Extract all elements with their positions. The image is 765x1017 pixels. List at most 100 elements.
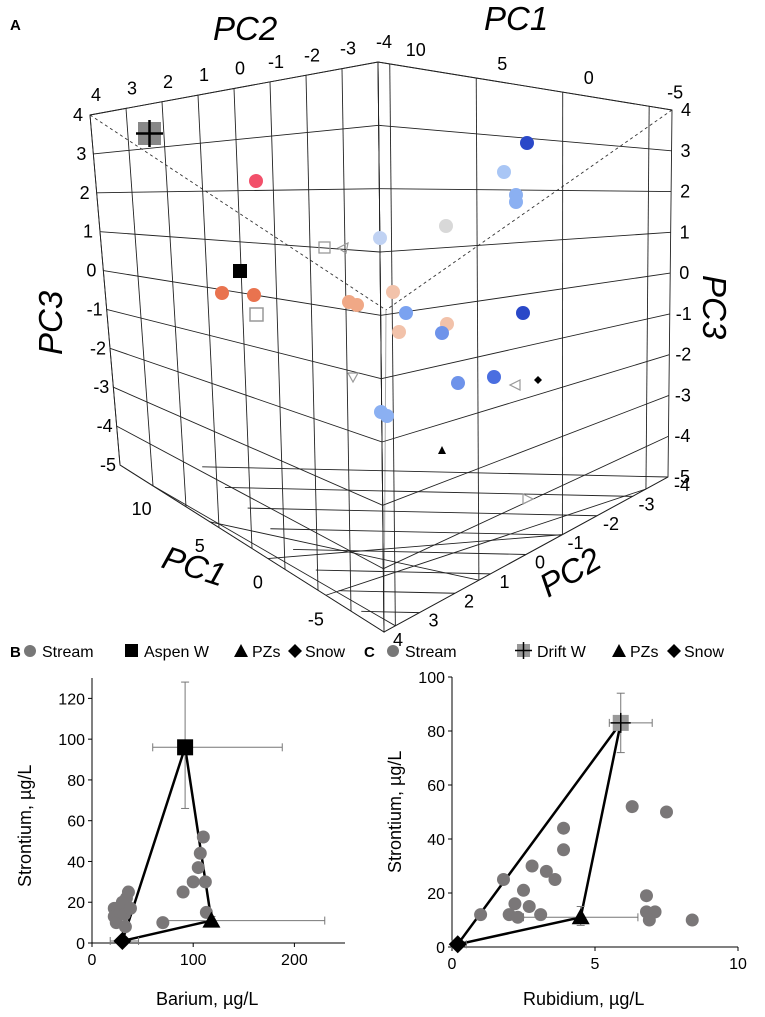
panel-label-b: B	[10, 644, 21, 661]
c-stream-point	[548, 873, 562, 886]
legend-b-stream: Stream	[42, 644, 94, 661]
pca-floor-gridline-pc2	[361, 610, 420, 614]
legend-c-pzs: PZs	[630, 644, 658, 661]
b-pzs-marker	[202, 911, 221, 928]
pca-pc2-gridline	[377, 61, 385, 633]
b-y-tick: 100	[58, 732, 85, 749]
b-axes: 0 100 200 0 20 40 60 80 100 120	[58, 678, 345, 969]
pca-pc2-tick-right: 1	[499, 572, 509, 592]
pca-pc3-tick-right: 1	[680, 222, 690, 242]
pca-3d-ticks: 4 43 32 21 10 0-1 -1-2 -2-3 -3-4-4-5-510105500-5…	[73, 32, 692, 650]
pca-open-square	[249, 307, 264, 322]
pca-pc3-tick-left: -5	[100, 455, 116, 475]
pca-pc3-tick-right: 4	[681, 100, 691, 120]
pca-pc2-tick-top: 2	[163, 72, 173, 92]
c-stream-point	[511, 910, 525, 924]
c-stream-point	[642, 913, 656, 927]
pca-floor-gridline-pc2	[338, 590, 456, 594]
b-y-tick: 60	[67, 814, 85, 831]
pca-pc3-tick-right: -4	[674, 426, 690, 446]
b-stream-point	[123, 901, 137, 915]
pca-pc3-gridline-right	[379, 188, 672, 193]
pca-pc1-tick-bottom: 5	[195, 536, 205, 556]
legend-c-stream-marker	[387, 645, 399, 657]
pca-pc1-tick-bottom: 10	[132, 499, 152, 519]
pca-floor-gridline-pc2	[270, 528, 562, 536]
pca-stream-point	[509, 195, 523, 209]
b-stream-point	[196, 830, 210, 844]
pca-top-diagonal-left	[89, 114, 387, 311]
pca-open-triangle	[336, 241, 349, 254]
legend-c-drift: Drift W	[537, 644, 587, 661]
c-x-tick: 5	[591, 956, 600, 973]
b-stream-point	[198, 875, 212, 889]
pca-stream-point	[392, 325, 406, 339]
pca-pc3-gridline-right	[379, 231, 671, 253]
pca-pc3-tick-right: 0	[679, 263, 689, 283]
b-stream-point	[121, 885, 135, 899]
pca-pc2-gridline	[161, 101, 187, 507]
legend-c-snow-marker	[667, 644, 681, 658]
pca-floor-gridline-pc2	[315, 569, 491, 575]
pca-pc2-tick-top: -4	[376, 32, 392, 52]
pca-pc2-tick-top: 4	[91, 85, 101, 105]
b-x-tick: 200	[281, 952, 308, 969]
b-y-tick: 120	[58, 691, 85, 708]
b-y-tick: 80	[67, 773, 85, 790]
pca-stream-point	[386, 285, 400, 299]
c-stream-point	[534, 908, 548, 922]
pca-pc2-tick-right: -3	[638, 494, 654, 514]
pca-pc1-tick-top: 10	[406, 40, 426, 60]
pca-pc2-tick-top: 0	[235, 59, 245, 79]
pc1-top-axis-title: PC1	[484, 0, 548, 37]
legend-b-aspen-marker	[125, 644, 138, 657]
c-stream-point	[517, 883, 530, 897]
pca-pc1-tick-top: -5	[667, 82, 683, 102]
b-y-axis-label: Strontium, µg/L	[15, 765, 35, 887]
pca-pc3-tick-right: -3	[675, 385, 691, 405]
pca-pc2-tick-top: -1	[268, 52, 284, 72]
pca-back-wall-left	[89, 61, 385, 633]
pca-pc2-tick-top: 3	[127, 78, 137, 98]
pca-stream-point	[249, 174, 263, 188]
b-stream-point	[156, 916, 170, 930]
pca-stream-point	[380, 409, 394, 423]
pca-pc2-tick-right: -2	[603, 514, 619, 534]
pca-pc2-gridline	[233, 88, 253, 549]
pca-pc2-tick-top: 1	[199, 65, 209, 85]
pca-pc3-gridline-right	[381, 354, 670, 443]
pca-pc2-tick-right: -1	[567, 533, 583, 553]
pca-stream-point	[247, 288, 261, 302]
b-stream-point	[118, 920, 132, 934]
legend-c-snow: Snow	[684, 644, 724, 661]
legend-b-snow-marker	[288, 644, 302, 658]
pca-pc3-tick-left: 1	[83, 222, 93, 242]
c-x-tick: 0	[448, 956, 457, 973]
legend-b: Stream Aspen W PZs Snow	[24, 644, 345, 661]
pca-open-triangle	[508, 379, 521, 391]
pca-pc1-tick-bottom: 0	[253, 573, 263, 593]
c-y-tick: 60	[427, 778, 445, 795]
pca-pc3-tick-left: 2	[80, 183, 90, 203]
pca-floor-gridline-pc2	[247, 507, 598, 517]
pca-floor-gridline-pc2	[293, 548, 527, 555]
pca-pc3-tick-left: -3	[93, 377, 109, 397]
legend-c-stream: Stream	[405, 644, 457, 661]
pca-pc2-gridline	[125, 108, 154, 486]
pca-pc2-tick-right: 2	[464, 591, 474, 611]
pca-stream-point	[215, 286, 229, 300]
pca-pc1-tick-bottom: -5	[308, 609, 324, 629]
pca-pc3-gridline-right	[380, 272, 671, 316]
c-y-tick: 20	[427, 886, 445, 903]
legend-b-aspen: Aspen W	[144, 644, 210, 661]
pca-open-triangle	[346, 372, 360, 384]
pca-open-triangle	[522, 493, 535, 505]
b-x-axis-label: Barium, µg/L	[156, 989, 258, 1009]
c-snow-marker	[448, 935, 467, 954]
pca-pc2-tick-right: 4	[393, 630, 403, 650]
b-stream-point	[186, 875, 200, 889]
pca-pc3-gridline-right	[377, 61, 673, 111]
pca-pc3-tick-left: 4	[73, 105, 83, 125]
